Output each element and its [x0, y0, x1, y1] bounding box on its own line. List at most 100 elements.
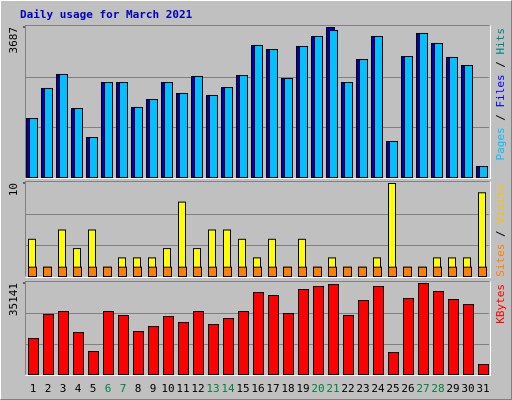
bar	[209, 94, 218, 178]
bar	[373, 285, 384, 375]
bar	[118, 314, 129, 376]
bar	[344, 82, 353, 178]
bar	[463, 304, 474, 376]
bar	[359, 59, 368, 179]
bar	[194, 75, 203, 178]
bar	[463, 266, 472, 278]
bar	[433, 290, 444, 375]
bar	[298, 289, 309, 375]
bar	[208, 266, 217, 278]
bar	[478, 363, 489, 375]
bar	[478, 192, 486, 277]
x-tick-label: 5	[90, 382, 97, 395]
bar	[448, 266, 457, 278]
x-tick-label: 4	[75, 382, 82, 395]
bar	[254, 44, 263, 178]
bar	[238, 266, 247, 278]
bar	[253, 292, 264, 376]
x-tick-label: 6	[105, 382, 112, 395]
bar	[403, 266, 412, 278]
x-tick-label: 11	[176, 382, 189, 395]
bar	[104, 82, 113, 178]
x-tick-label: 13	[206, 382, 219, 395]
bar	[433, 266, 442, 278]
bar	[44, 87, 53, 178]
bar	[178, 322, 189, 375]
bar	[133, 331, 144, 375]
bar	[358, 300, 369, 376]
bar	[134, 106, 143, 178]
y-axis-label-part: Sites	[494, 244, 507, 277]
bar	[58, 311, 69, 376]
bar	[478, 266, 487, 278]
x-tick-label: 25	[386, 382, 399, 395]
bar	[284, 78, 293, 178]
bar	[329, 30, 338, 179]
bar	[118, 266, 127, 278]
bar	[148, 325, 159, 376]
bar	[268, 295, 279, 376]
x-tick-label: 28	[431, 382, 444, 395]
x-tick-label: 29	[446, 382, 459, 395]
x-tick-label: 8	[135, 382, 142, 395]
bar	[178, 266, 187, 278]
x-tick-label: 21	[326, 382, 339, 395]
bar	[149, 99, 158, 178]
bar	[388, 351, 399, 375]
x-tick-label: 16	[251, 382, 264, 395]
bar	[328, 283, 339, 375]
bar	[373, 266, 382, 278]
y-axis-label-part: Files	[494, 74, 507, 107]
bar	[193, 266, 202, 278]
bar	[313, 285, 324, 375]
bar	[58, 266, 67, 278]
bar	[343, 314, 354, 376]
bar	[269, 49, 278, 178]
y-axis-label-part: Hits	[494, 28, 507, 55]
y-axis-label-part: Visits	[494, 184, 507, 224]
bar	[193, 311, 204, 376]
bar	[164, 82, 173, 178]
x-tick-label: 20	[311, 382, 324, 395]
y-axis-label: Pages / Files / Hits	[494, 28, 507, 161]
x-tick-label: 7	[120, 382, 127, 395]
bar	[28, 266, 37, 278]
bar	[119, 82, 128, 178]
bar	[103, 311, 114, 376]
bar	[223, 318, 234, 376]
bar	[404, 56, 413, 178]
bar	[88, 266, 97, 278]
bar	[479, 166, 488, 178]
bar	[73, 266, 82, 278]
bar	[178, 201, 186, 278]
bar	[343, 266, 352, 278]
y-tick-label: 3687	[7, 27, 20, 54]
panel-bevel-dark	[25, 25, 490, 178]
bar	[43, 266, 52, 278]
x-tick-label: 15	[236, 382, 249, 395]
y-axis-label: KBytes	[494, 284, 507, 324]
bar	[419, 32, 428, 179]
panel-bevel-dark	[25, 181, 490, 277]
bar	[313, 266, 322, 278]
bar	[418, 283, 429, 375]
bar	[224, 87, 233, 178]
bar	[163, 316, 174, 376]
x-tick-label: 12	[191, 382, 204, 395]
bar	[29, 118, 38, 178]
y-axis-label-part: /	[494, 108, 507, 128]
x-tick-label: 14	[221, 382, 235, 395]
y-tick-label: 10	[7, 183, 20, 196]
bar	[449, 56, 458, 178]
bar	[374, 35, 383, 179]
bar	[59, 73, 68, 178]
bar	[418, 266, 427, 278]
bar	[74, 108, 83, 178]
bar	[253, 266, 262, 278]
bar	[103, 266, 112, 278]
bar	[268, 266, 277, 278]
x-tick-label: 9	[150, 382, 157, 395]
bar	[403, 297, 414, 375]
y-axis-label: Sites / Visits	[494, 184, 507, 277]
bar	[163, 266, 172, 278]
